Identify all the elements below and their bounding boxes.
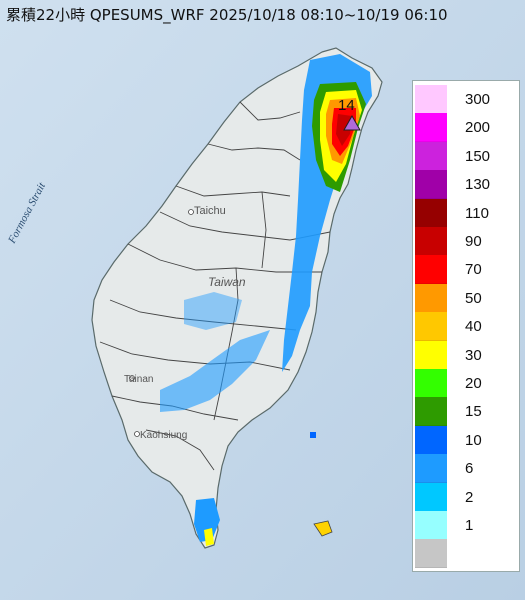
legend-swatch [415,454,447,484]
taiwan-label: Taiwan [208,275,246,289]
legend-label: 6 [465,460,474,478]
legend-label: 30 [465,346,482,364]
legend-label: 20 [465,375,482,392]
green-island [310,432,316,438]
legend-swatch [415,227,447,256]
legend-label: 40 [465,318,482,336]
rainfall-legend: 300 200 150 130 110 90 70 50 40 30 20 15 10 6 2 1 [412,80,520,572]
legend-label: 130 [465,176,491,194]
legend-swatch [415,340,447,370]
legend-swatch [415,141,447,171]
county-boundaries [99,101,331,471]
tainan-label: Tainan [124,374,153,385]
legend-label: 200 [465,119,491,137]
legend-label: 10 [465,431,482,449]
legend-swatch [415,482,447,512]
legend-label: 15 [465,403,482,421]
legend-label: 110 [465,204,489,222]
max-value-label: 14 [338,97,355,114]
legend-label: 2 [465,488,474,506]
legend-label: 90 [465,233,482,250]
triangle-icon [343,114,361,131]
kaohsiung-label: Kaohsiung [140,430,187,441]
legend-swatch [415,539,447,569]
legend-swatch [415,425,447,455]
orchid-island [313,520,333,537]
legend-label: 300 [465,91,491,108]
legend-swatch [415,255,447,285]
taichung-label: Taichu [194,205,226,217]
page-title: 累積22小時 QPESUMS_WRF 2025/10/18 08:10~10/1… [6,6,448,24]
legend-label: 1 [465,517,474,534]
legend-swatch [415,283,447,313]
legend-swatch [415,198,447,228]
max-rainfall-marker: 14 [338,97,361,131]
legend-swatch [415,113,447,143]
legend-label: 150 [465,147,491,165]
legend-swatch [415,312,447,342]
legend-label: 70 [465,261,482,279]
legend-swatch [415,85,447,114]
legend-swatch [415,369,447,398]
legend-swatch [415,511,447,540]
city-markers [129,209,194,437]
legend-label: 50 [465,289,482,307]
legend-swatch [415,170,447,200]
legend-swatch [415,397,447,427]
